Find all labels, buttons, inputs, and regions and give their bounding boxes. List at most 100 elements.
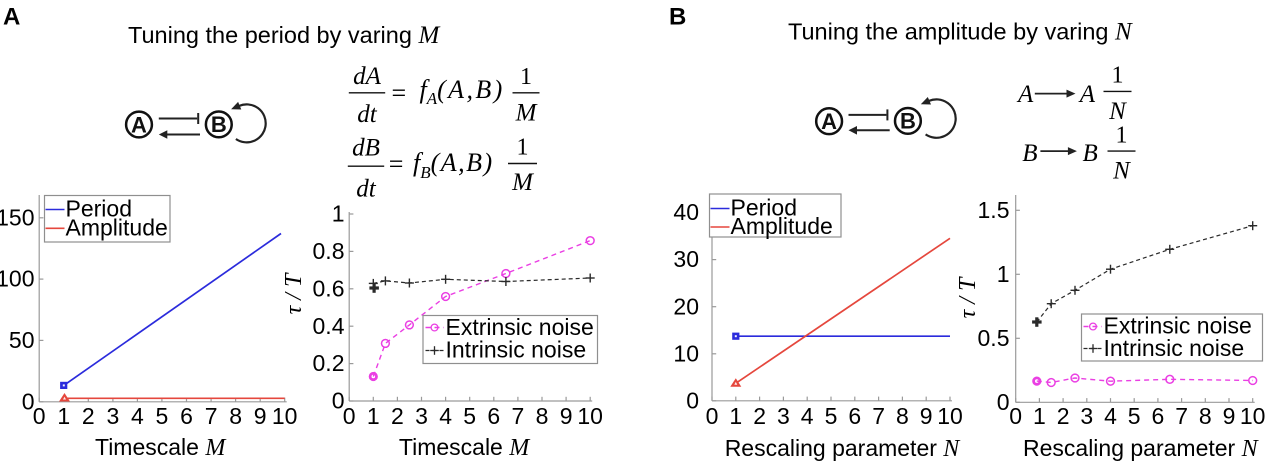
svg-text:7: 7 <box>1175 403 1188 429</box>
svg-text:5: 5 <box>1128 403 1141 429</box>
svg-text:dt: dt <box>357 101 378 128</box>
svg-text:9: 9 <box>920 403 933 429</box>
svg-text:τ / T: τ / T <box>281 272 307 314</box>
svg-text:B: B <box>900 109 916 134</box>
svg-text:B: B <box>1083 140 1098 167</box>
svg-text:Intrinsic noise: Intrinsic noise <box>1104 335 1245 361</box>
svg-text:10: 10 <box>272 403 298 429</box>
svg-text:M: M <box>515 99 538 126</box>
svg-text:0: 0 <box>1009 403 1022 429</box>
svg-text:6: 6 <box>1152 403 1165 429</box>
svg-text:0.2: 0.2 <box>313 350 345 376</box>
svg-text:2: 2 <box>753 403 766 429</box>
svg-text:1: 1 <box>517 135 529 161</box>
svg-text:1: 1 <box>997 261 1010 287</box>
svg-text:A: A <box>821 109 837 134</box>
svg-text:1: 1 <box>1116 122 1128 148</box>
svg-text:40: 40 <box>673 199 699 225</box>
svg-text:50: 50 <box>9 327 35 353</box>
svg-text:Rescaling parameter N: Rescaling parameter N <box>725 435 962 462</box>
svg-text:0: 0 <box>686 387 699 413</box>
svg-text:7: 7 <box>205 403 218 429</box>
svg-text:8: 8 <box>1199 403 1212 429</box>
svg-text:1: 1 <box>1112 63 1124 89</box>
svg-text:10: 10 <box>577 403 603 429</box>
svg-text:fA(A,B): fA(A,B) <box>420 75 505 108</box>
svg-text:0: 0 <box>33 403 46 429</box>
svg-text:3: 3 <box>107 403 120 429</box>
svg-text:0: 0 <box>332 388 345 414</box>
svg-text:A: A <box>1016 81 1034 108</box>
svg-text:0: 0 <box>343 403 356 429</box>
svg-text:2: 2 <box>1057 403 1070 429</box>
svg-text:N: N <box>1108 98 1127 125</box>
svg-text:0.8: 0.8 <box>313 238 345 264</box>
svg-text:0.5: 0.5 <box>978 325 1010 351</box>
svg-text:30: 30 <box>673 246 699 272</box>
svg-text:B: B <box>669 4 686 31</box>
svg-text:Tuning the amplitude by varing: Tuning the amplitude by varing N <box>788 19 1133 46</box>
svg-text:6: 6 <box>848 403 861 429</box>
svg-text:Period: Period <box>731 195 797 221</box>
svg-text:1: 1 <box>729 403 742 429</box>
svg-text:B: B <box>1022 140 1037 167</box>
svg-text:4: 4 <box>1104 403 1117 429</box>
svg-text:Rescaling parameter N: Rescaling parameter N <box>1023 435 1260 462</box>
svg-text:1: 1 <box>1033 403 1046 429</box>
svg-text:4: 4 <box>131 403 144 429</box>
svg-text:5: 5 <box>156 403 169 429</box>
svg-text:4: 4 <box>801 403 814 429</box>
svg-text:A: A <box>3 4 20 31</box>
svg-text:0: 0 <box>997 389 1010 415</box>
svg-text:N: N <box>1112 158 1131 185</box>
svg-text:2: 2 <box>82 403 95 429</box>
svg-text:dt: dt <box>356 176 377 203</box>
svg-text:B: B <box>211 112 227 137</box>
svg-text:1: 1 <box>520 64 532 90</box>
svg-text:150: 150 <box>0 204 35 230</box>
svg-text:A: A <box>1078 81 1096 108</box>
svg-text:Timescale M: Timescale M <box>399 434 531 461</box>
svg-text:9: 9 <box>1223 403 1236 429</box>
svg-text:5: 5 <box>825 403 838 429</box>
svg-text:8: 8 <box>536 403 549 429</box>
svg-text:100: 100 <box>0 266 35 292</box>
svg-text:Intrinsic noise: Intrinsic noise <box>446 337 587 363</box>
svg-text:3: 3 <box>777 403 790 429</box>
svg-text:1: 1 <box>332 201 345 227</box>
svg-text:τ / T: τ / T <box>955 276 981 318</box>
svg-text:4: 4 <box>439 403 452 429</box>
svg-text:1: 1 <box>57 403 70 429</box>
svg-text:8: 8 <box>229 403 242 429</box>
svg-text:0.4: 0.4 <box>313 313 345 339</box>
svg-text:10: 10 <box>937 403 963 429</box>
svg-text:3: 3 <box>415 403 428 429</box>
svg-text:10: 10 <box>673 340 699 366</box>
svg-text:10: 10 <box>1240 403 1266 429</box>
svg-text:Amplitude: Amplitude <box>66 214 168 240</box>
svg-text:Tuning the period by varing M: Tuning the period by varing M <box>128 22 440 49</box>
svg-text:9: 9 <box>560 403 573 429</box>
svg-text:=: = <box>389 150 404 179</box>
svg-text:M: M <box>511 169 534 196</box>
svg-text:1: 1 <box>367 403 380 429</box>
svg-text:7: 7 <box>512 403 525 429</box>
svg-text:=: = <box>392 79 407 108</box>
svg-text:fB(A,B): fB(A,B) <box>413 148 494 182</box>
svg-text:6: 6 <box>180 403 193 429</box>
svg-text:8: 8 <box>896 403 909 429</box>
svg-text:A: A <box>131 112 147 137</box>
svg-text:0: 0 <box>22 388 35 414</box>
svg-text:5: 5 <box>463 403 476 429</box>
svg-text:dA: dA <box>353 63 382 90</box>
svg-text:0: 0 <box>706 403 719 429</box>
svg-text:3: 3 <box>1080 403 1093 429</box>
svg-text:Extrinsic noise: Extrinsic noise <box>1104 313 1252 339</box>
svg-text:7: 7 <box>872 403 885 429</box>
svg-text:6: 6 <box>487 403 500 429</box>
svg-text:Extrinsic noise: Extrinsic noise <box>446 314 594 340</box>
svg-text:Timescale M: Timescale M <box>95 434 227 461</box>
svg-text:dB: dB <box>352 135 380 162</box>
svg-text:9: 9 <box>254 403 267 429</box>
svg-text:20: 20 <box>673 293 699 319</box>
